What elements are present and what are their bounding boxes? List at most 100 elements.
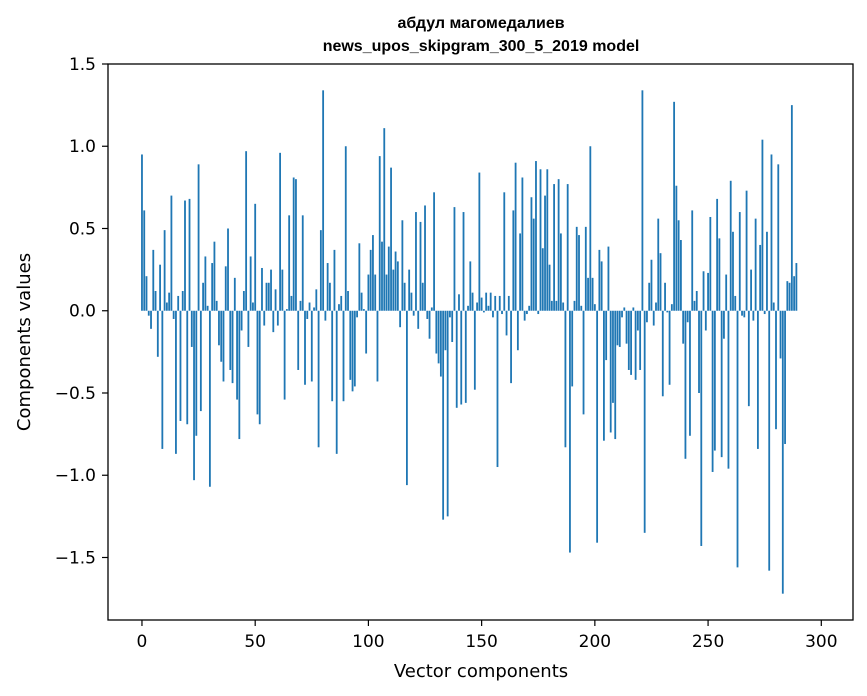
bar <box>249 256 252 311</box>
bar <box>329 282 331 311</box>
bar <box>713 310 716 451</box>
bar <box>675 185 678 311</box>
bar <box>297 310 300 370</box>
bar <box>557 179 560 311</box>
bar <box>263 310 266 326</box>
bar <box>385 274 388 311</box>
bar <box>261 267 263 311</box>
bar <box>449 310 451 318</box>
bar <box>582 310 585 415</box>
bar <box>609 310 612 433</box>
bar <box>607 246 610 311</box>
bar <box>636 310 639 331</box>
bar <box>677 220 680 311</box>
bar <box>374 274 377 311</box>
bar <box>725 274 728 311</box>
bar <box>589 146 592 311</box>
bar <box>279 152 281 311</box>
bar <box>304 310 306 385</box>
bar <box>761 139 764 311</box>
bar <box>559 233 562 311</box>
bar <box>437 310 440 364</box>
bar <box>242 291 245 311</box>
bar <box>793 276 796 311</box>
bar <box>664 282 666 311</box>
bar <box>469 261 472 311</box>
x-tick-label: 0 <box>137 632 148 652</box>
bar <box>478 172 481 311</box>
bar <box>213 241 216 311</box>
bar <box>292 177 295 311</box>
bar <box>313 307 315 311</box>
bar <box>240 310 243 331</box>
bar <box>231 310 234 384</box>
bar <box>147 310 150 316</box>
bar <box>428 310 431 339</box>
bar <box>747 310 750 407</box>
bar <box>365 310 368 354</box>
bar <box>227 228 229 311</box>
bar <box>632 307 635 311</box>
bar <box>208 310 211 487</box>
bar <box>161 310 164 449</box>
bar <box>786 281 789 311</box>
bar <box>553 184 555 311</box>
bar <box>510 310 512 384</box>
bar <box>752 310 755 321</box>
bar <box>285 309 288 311</box>
bar <box>709 216 712 311</box>
bar <box>627 310 630 370</box>
bar <box>505 310 508 336</box>
bar <box>306 310 309 319</box>
bar <box>777 164 780 311</box>
bar <box>736 310 739 568</box>
bar <box>387 246 390 311</box>
bar <box>584 226 587 311</box>
bar <box>197 164 200 311</box>
bar <box>150 310 152 329</box>
bar <box>530 197 533 311</box>
bar <box>358 243 361 311</box>
bars-group <box>141 90 798 594</box>
bar <box>340 295 343 311</box>
bar <box>417 310 420 329</box>
bar <box>704 310 707 331</box>
bar <box>494 295 497 311</box>
bar <box>526 310 528 315</box>
bar <box>539 169 542 311</box>
bar <box>655 302 657 311</box>
bar <box>571 310 574 387</box>
bar <box>630 310 632 375</box>
bar <box>159 264 161 311</box>
bar <box>188 198 191 311</box>
bar <box>270 269 272 311</box>
bar <box>732 231 734 311</box>
bar <box>795 263 798 311</box>
bar <box>666 310 669 313</box>
bar <box>682 310 685 344</box>
x-axis-ticks: 0 50 100 150 200 250 300 <box>137 620 838 652</box>
bar <box>514 162 517 311</box>
bar <box>496 310 499 468</box>
bar <box>179 310 182 421</box>
bar <box>177 295 180 311</box>
bar <box>569 310 571 553</box>
bar <box>501 310 503 315</box>
bar <box>578 235 580 311</box>
bar <box>406 310 408 486</box>
bar <box>315 289 318 311</box>
bar <box>670 304 673 311</box>
bar <box>485 292 488 311</box>
bar <box>403 282 406 311</box>
bar <box>738 212 741 311</box>
bar <box>507 295 510 311</box>
bar <box>756 310 759 449</box>
bar <box>652 310 655 326</box>
bar <box>716 198 719 311</box>
bar <box>693 300 696 311</box>
bar <box>439 310 442 377</box>
bar <box>353 310 356 387</box>
bar <box>519 233 522 311</box>
bar <box>476 302 479 311</box>
bar <box>256 310 259 415</box>
